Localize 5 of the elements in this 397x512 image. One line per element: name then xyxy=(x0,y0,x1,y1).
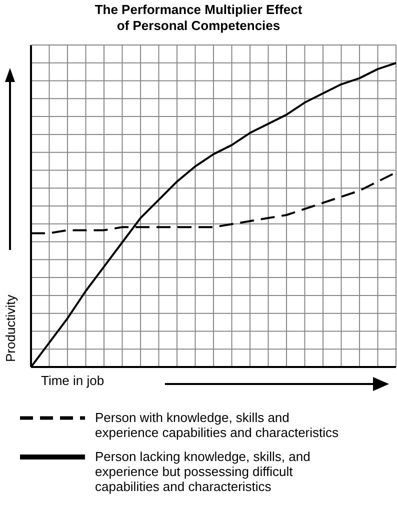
chart-title: The Performance Multiplier Effect of Personal Competencies xyxy=(94,2,303,33)
y-axis-title: Productivity xyxy=(3,294,18,362)
legend-label: Person with knowledge, skills and experience capabilities and characteristics xyxy=(95,410,340,440)
x-axis-title: Time in job xyxy=(41,373,104,388)
legend-label: Person lacking knowledge, skills, and experience but possessing difficult capabilities and characteristics xyxy=(95,449,310,494)
